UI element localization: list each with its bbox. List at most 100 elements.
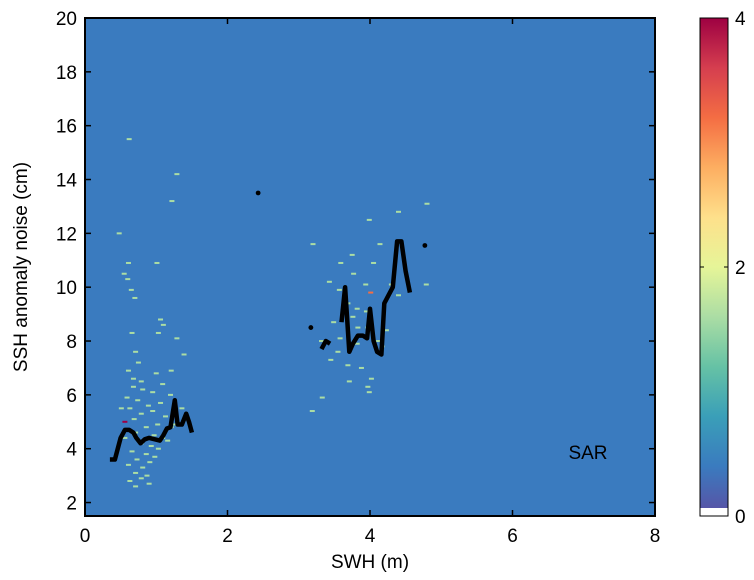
x-tick-label: 8: [650, 526, 661, 547]
heatmap-cell: [335, 350, 341, 353]
y-axis-label: SSH anomaly noise (cm): [11, 162, 32, 372]
mean-lines: [109, 239, 413, 462]
heatmap-cell: [363, 283, 369, 286]
heatmap-cell: [124, 396, 130, 399]
heatmap-cell: [122, 420, 128, 423]
heatmap-cell: [155, 331, 161, 334]
heatmap-cell: [134, 458, 140, 461]
heatmap-cell: [158, 401, 164, 404]
heatmap-cell: [354, 342, 360, 345]
y-tick-label: 12: [56, 224, 77, 245]
heatmap-cell: [371, 261, 377, 264]
y-tick-label: 6: [66, 386, 77, 407]
heatmap-cell: [160, 323, 166, 326]
heatmap-cell: [135, 399, 141, 402]
heatmap-cell: [181, 353, 187, 356]
heatmap-cell: [309, 410, 315, 413]
heatmap-cell: [130, 377, 136, 380]
heatmap-cell: [145, 404, 151, 407]
x-axis: 0 2 4 6 8: [80, 18, 661, 547]
heatmap-cell: [354, 307, 360, 310]
x-tick-label: 6: [507, 526, 518, 547]
heatmap-cell: [130, 385, 136, 388]
heatmap-cell: [336, 288, 342, 291]
heatmap-cell: [155, 423, 161, 426]
heatmap-cell: [328, 358, 334, 361]
heatmap-cell: [396, 294, 401, 297]
heatmap-cell: [133, 471, 139, 474]
heatmap-cell: [138, 477, 144, 480]
colorbar-tick-label: 2: [735, 258, 746, 279]
heatmap-cell: [143, 453, 149, 456]
heatmap-cell: [125, 463, 131, 466]
heatmap-cell: [150, 391, 156, 394]
heatmap-cell: [148, 445, 154, 448]
colorbar-ticks: 0 2 4: [700, 9, 746, 528]
x-axis-label: SWH (m): [331, 552, 409, 573]
heatmap-cell: [424, 202, 430, 205]
x-tick-label: 2: [222, 526, 233, 547]
heatmap-cell: [153, 372, 159, 375]
heatmap-cell: [423, 283, 429, 286]
heatmap-cell: [310, 243, 316, 246]
heatmap-cell: [366, 391, 372, 394]
heatmap-cell: [125, 278, 131, 281]
heatmap-cell: [135, 361, 141, 364]
heatmap-cell: [154, 261, 160, 264]
heatmap-cell: [165, 439, 171, 442]
heatmap-cell: [351, 272, 357, 275]
mean-line-2: [319, 338, 332, 351]
heatmap-cell: [116, 232, 122, 235]
heatmap-cell: [368, 291, 374, 294]
heatmap-cell: [179, 407, 185, 410]
colorbar-tick-label: 0: [735, 507, 746, 528]
heatmap-cell: [163, 415, 169, 418]
plot-area: [84, 17, 656, 517]
heatmap-cell: [146, 482, 152, 485]
mean-line-1: [109, 397, 195, 462]
heatmap-cell: [363, 310, 369, 313]
heatmap-cell: [127, 480, 133, 483]
heatmap-cell: [168, 369, 174, 372]
heatmap-cell: [150, 410, 156, 413]
heatmap-cell: [331, 321, 337, 324]
colorbar-tick-label: 4: [735, 9, 746, 30]
heatmap-cell: [129, 450, 135, 453]
heatmap-cell: [169, 200, 175, 203]
heatmap-cell: [151, 434, 157, 437]
heatmap-cell: [319, 396, 325, 399]
sar-annotation: SAR: [568, 443, 607, 464]
heatmap-cell: [133, 350, 139, 353]
heatmap-cell: [168, 393, 173, 396]
heatmap-cell: [138, 412, 144, 415]
heatmap-cell: [143, 426, 149, 429]
heatmap-cell: [376, 340, 382, 343]
heatmap-cell: [128, 288, 134, 291]
heatmap-cell: [377, 243, 383, 246]
heatmap-cell: [147, 461, 153, 464]
heatmap-cell: [138, 380, 144, 383]
heatmap-cell: [140, 466, 146, 469]
heatmap-cell: [125, 369, 131, 372]
y-tick-label: 18: [56, 63, 77, 84]
y-tick-label: 4: [66, 440, 77, 461]
heatmap-cell: [365, 385, 371, 388]
x-tick-label: 0: [80, 526, 91, 547]
colorbar-gradient: [700, 18, 728, 516]
data-point: [255, 190, 261, 196]
heatmap-cell: [337, 337, 343, 340]
heatmap-cell: [358, 366, 364, 369]
heatmap-cell: [160, 383, 166, 386]
heatmap-cell: [350, 315, 356, 318]
heatmap-cell: [132, 296, 138, 299]
heatmap-cell: [129, 331, 135, 334]
heatmap-cell: [121, 272, 127, 275]
heatmap-cell: [127, 407, 133, 410]
heatmap-cell: [349, 253, 355, 256]
x-tick-label: 4: [365, 526, 376, 547]
heatmap-cell: [131, 418, 137, 421]
heatmap-cell: [133, 485, 139, 488]
heatmap-cell: [345, 364, 351, 367]
heatmap-cell: [366, 218, 372, 221]
